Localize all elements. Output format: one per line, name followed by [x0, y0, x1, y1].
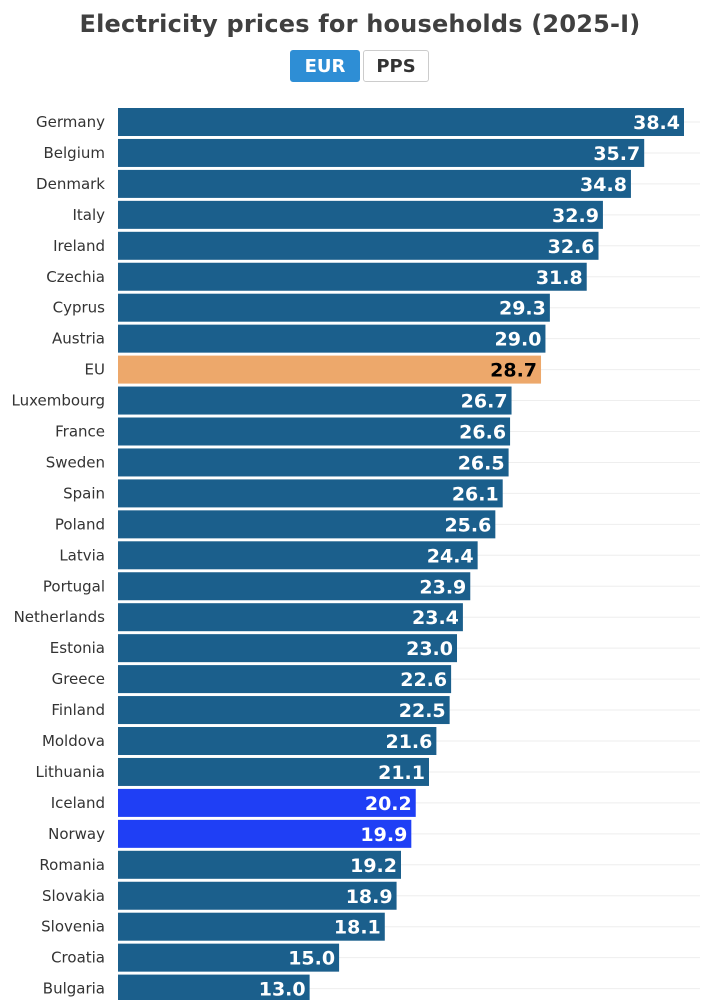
category-label-latvia: Latvia: [59, 546, 105, 564]
bar-ireland[interactable]: [118, 231, 599, 260]
bar-bulgaria[interactable]: [118, 974, 310, 1000]
value-label-moldova: 21.6: [385, 731, 432, 753]
value-label-estonia: 23.0: [406, 638, 453, 660]
bar-italy[interactable]: [118, 200, 603, 229]
category-label-romania: Romania: [39, 856, 105, 874]
value-label-greece: 22.6: [400, 669, 447, 691]
category-label-croatia: Croatia: [51, 949, 105, 967]
bar-latvia[interactable]: [118, 541, 478, 570]
category-label-netherlands: Netherlands: [14, 608, 106, 626]
bar-czechia[interactable]: [118, 262, 587, 291]
category-label-france: France: [55, 423, 105, 441]
bar-norway[interactable]: [118, 819, 412, 848]
value-label-france: 26.6: [459, 422, 506, 444]
category-label-bulgaria: Bulgaria: [43, 980, 105, 998]
value-label-romania: 19.2: [350, 855, 397, 877]
value-label-netherlands: 23.4: [412, 607, 459, 629]
bar-netherlands[interactable]: [118, 603, 463, 632]
value-label-czechia: 31.8: [536, 267, 583, 289]
bar-sweden[interactable]: [118, 448, 509, 477]
category-label-czechia: Czechia: [46, 268, 105, 286]
value-label-lithuania: 21.1: [378, 762, 425, 784]
value-label-austria: 29.0: [495, 329, 542, 351]
category-label-belgium: Belgium: [44, 144, 106, 162]
category-label-poland: Poland: [55, 515, 105, 533]
category-label-austria: Austria: [52, 330, 105, 348]
bar-iceland[interactable]: [118, 788, 416, 817]
bar-germany[interactable]: [118, 108, 684, 136]
bar-cyprus[interactable]: [118, 293, 550, 322]
value-label-iceland: 20.2: [365, 793, 412, 815]
value-label-norway: 19.9: [360, 824, 407, 846]
bar-poland[interactable]: [118, 510, 496, 539]
value-label-ireland: 32.6: [548, 236, 595, 258]
value-label-italy: 32.9: [552, 205, 599, 227]
value-label-poland: 25.6: [444, 514, 491, 536]
bar-estonia[interactable]: [118, 634, 458, 663]
category-label-germany: Germany: [36, 113, 105, 131]
value-label-eu: 28.7: [490, 360, 537, 382]
category-label-denmark: Denmark: [36, 175, 105, 193]
category-label-lithuania: Lithuania: [36, 763, 105, 781]
category-label-ireland: Ireland: [53, 237, 105, 255]
bar-belgium[interactable]: [118, 138, 645, 167]
value-label-luxembourg: 26.7: [461, 391, 508, 413]
value-label-belgium: 35.7: [593, 143, 640, 165]
category-label-cyprus: Cyprus: [53, 299, 106, 317]
category-label-portugal: Portugal: [43, 577, 105, 595]
category-label-sweden: Sweden: [46, 453, 105, 471]
category-label-moldova: Moldova: [42, 732, 105, 750]
toggle-eur-button[interactable]: EUR: [290, 50, 360, 82]
value-label-slovakia: 18.9: [346, 886, 393, 908]
category-label-iceland: Iceland: [51, 794, 105, 812]
category-label-finland: Finland: [51, 701, 105, 719]
bar-lithuania[interactable]: [118, 757, 430, 786]
bar-romania[interactable]: [118, 850, 401, 879]
currency-toggle: EUR PPS: [290, 50, 429, 82]
category-label-slovakia: Slovakia: [42, 887, 105, 905]
value-label-germany: 38.4: [633, 112, 680, 134]
category-label-luxembourg: Luxembourg: [12, 392, 106, 410]
bar-slovakia[interactable]: [118, 881, 397, 910]
value-label-finland: 22.5: [399, 700, 446, 722]
bar-denmark[interactable]: [118, 169, 631, 198]
category-label-eu: EU: [85, 361, 105, 379]
category-label-estonia: Estonia: [50, 639, 105, 657]
bar-spain[interactable]: [118, 479, 503, 508]
chart-title: Electricity prices for households (2025-…: [79, 10, 641, 38]
bar-slovenia[interactable]: [118, 912, 385, 941]
value-label-latvia: 24.4: [427, 545, 474, 567]
category-label-italy: Italy: [72, 206, 105, 224]
category-label-greece: Greece: [52, 670, 105, 688]
value-label-sweden: 26.5: [458, 452, 505, 474]
bar-finland[interactable]: [118, 696, 450, 725]
value-label-portugal: 23.9: [419, 576, 466, 598]
value-label-denmark: 34.8: [580, 174, 627, 196]
bar-luxembourg[interactable]: [118, 386, 512, 415]
value-label-spain: 26.1: [452, 483, 499, 505]
category-label-slovenia: Slovenia: [41, 918, 105, 936]
toggle-pps-button[interactable]: PPS: [363, 50, 429, 82]
bar-austria[interactable]: [118, 324, 546, 353]
bar-greece[interactable]: [118, 665, 452, 694]
bar-france[interactable]: [118, 417, 511, 446]
value-label-slovenia: 18.1: [334, 917, 381, 939]
bar-croatia[interactable]: [118, 943, 340, 972]
bar-eu[interactable]: [118, 355, 542, 384]
category-label-norway: Norway: [48, 825, 105, 843]
bar-portugal[interactable]: [118, 572, 471, 601]
value-label-bulgaria: 13.0: [259, 979, 306, 1000]
category-label-spain: Spain: [63, 484, 105, 502]
bar-moldova[interactable]: [118, 727, 437, 755]
value-label-croatia: 15.0: [288, 948, 335, 970]
value-label-cyprus: 29.3: [499, 298, 546, 320]
